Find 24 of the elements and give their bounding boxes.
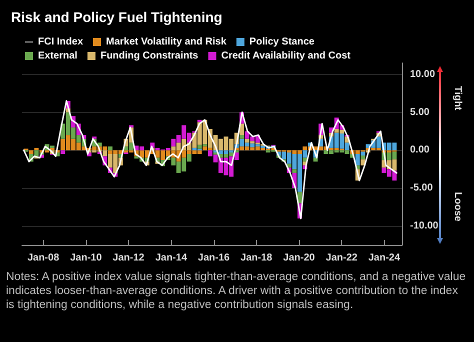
y-tick-label: 5.00 (410, 106, 430, 118)
x-tick-label: Jan-16 (198, 252, 230, 264)
y-tick-label: 10.00 (410, 68, 436, 80)
x-tick-label: Jan-24 (368, 252, 400, 264)
x-tick-label: Jan-12 (112, 252, 145, 264)
y-tick-label: -5.00 (410, 182, 434, 194)
legend-label: FCI Index (38, 36, 84, 48)
chart-title: Risk and Policy Fuel Tightening (11, 9, 222, 25)
x-tick-label: Jan-20 (283, 252, 316, 264)
legend-label: Market Volatility and Risk (106, 36, 227, 48)
x-tick-label: Jan-10 (70, 252, 102, 264)
legend-label: Policy Stance (249, 36, 315, 48)
x-tick-label: Jan-14 (155, 252, 188, 264)
text: Tight (452, 86, 463, 110)
y-tick-label: 0.00 (410, 144, 430, 156)
legend-label: External (38, 50, 78, 62)
x-tick-label: Jan-22 (326, 252, 358, 264)
text: Loose (452, 192, 463, 222)
x-tick-label: Jan-18 (240, 252, 273, 264)
x-tick-label: Jan-08 (27, 252, 60, 264)
y-tick-label: -10.00 (410, 220, 439, 232)
legend-label: Funding Constraints (100, 50, 199, 62)
text: Notes: A positive index value signals tighter-than-average conditions, and a negative value indicates looser-than-average conditions. A driver with a positive contribution to the index is tightening conditions, while a negative contribution signals easing. (6, 270, 467, 312)
legend-label: Credit Availability and Cost (221, 50, 352, 62)
